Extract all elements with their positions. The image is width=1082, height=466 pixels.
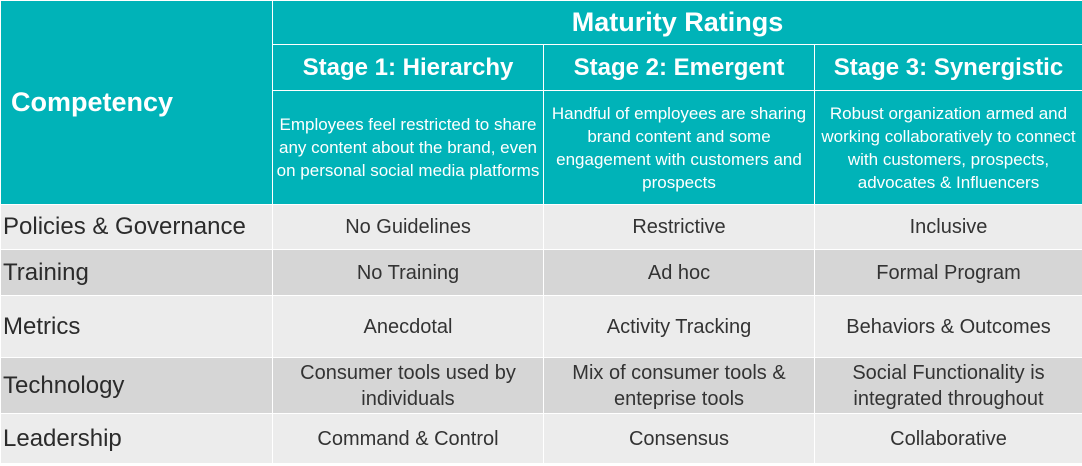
competency-label: Leadership xyxy=(0,413,273,464)
competency-header: Competency xyxy=(0,0,273,205)
stage-2-description: Handful of employees are sharing brand c… xyxy=(543,90,815,205)
table-row: Leadership Command & Control Consensus C… xyxy=(0,413,1082,464)
stage-1-cell: Anecdotal xyxy=(272,295,544,358)
stage-2-cell: Mix of consumer tools & enteprise tools xyxy=(543,357,815,414)
stage-1-cell: Command & Control xyxy=(272,413,544,464)
competency-label: Policies & Governance xyxy=(0,204,273,250)
stage-1-description-text: Employees feel restricted to share any c… xyxy=(276,115,540,180)
maturity-ratings-title: Maturity Ratings xyxy=(272,0,1082,45)
header-row-descriptions: Employees feel restricted to share any c… xyxy=(1,90,1082,205)
stage-2-cell: Consensus xyxy=(543,413,815,464)
stage-2-description-text: Handful of employees are sharing brand c… xyxy=(551,103,807,192)
competency-label: Training xyxy=(0,249,273,296)
table-row: Metrics Anecdotal Activity Tracking Beha… xyxy=(0,295,1082,358)
table-row: Technology Consumer tools used by indivi… xyxy=(0,357,1082,414)
stage-1-cell: No Guidelines xyxy=(272,204,544,250)
stage-3-description: Robust organization armed and working co… xyxy=(814,90,1082,205)
competency-label: Metrics xyxy=(0,295,273,358)
stage-3-cell: Inclusive xyxy=(814,204,1082,250)
table-row: Policies & Governance No Guidelines Rest… xyxy=(0,204,1082,250)
stage-3-cell: Social Functionality is integrated throu… xyxy=(814,357,1082,414)
stage-1-cell: No Training xyxy=(272,249,544,296)
stage-2-cell: Activity Tracking xyxy=(543,295,815,358)
stage-1-cell: Consumer tools used by individuals xyxy=(272,357,544,414)
stage-1-description: Employees feel restricted to share any c… xyxy=(272,90,544,205)
header-row-stages: Stage 1: Hierarchy Stage 2: Emergent Sta… xyxy=(1,44,1082,91)
stage-3-description-text: Robust organization armed and working co… xyxy=(821,103,1076,192)
stage-3-cell: Formal Program xyxy=(814,249,1082,296)
stage-3-cell: Collaborative xyxy=(814,413,1082,464)
header-row-title: Competency Maturity Ratings xyxy=(0,0,1082,205)
stage-3-title: Stage 3: Synergistic xyxy=(814,44,1082,91)
stage-2-cell: Restrictive xyxy=(543,204,815,250)
stage-3-cell: Behaviors & Outcomes xyxy=(814,295,1082,358)
stage-2-title: Stage 2: Emergent xyxy=(543,44,815,91)
stage-2-cell: Ad hoc xyxy=(543,249,815,296)
table-row: Training No Training Ad hoc Formal Progr… xyxy=(0,249,1082,296)
competency-label: Technology xyxy=(0,357,273,414)
stage-1-title: Stage 1: Hierarchy xyxy=(272,44,544,91)
